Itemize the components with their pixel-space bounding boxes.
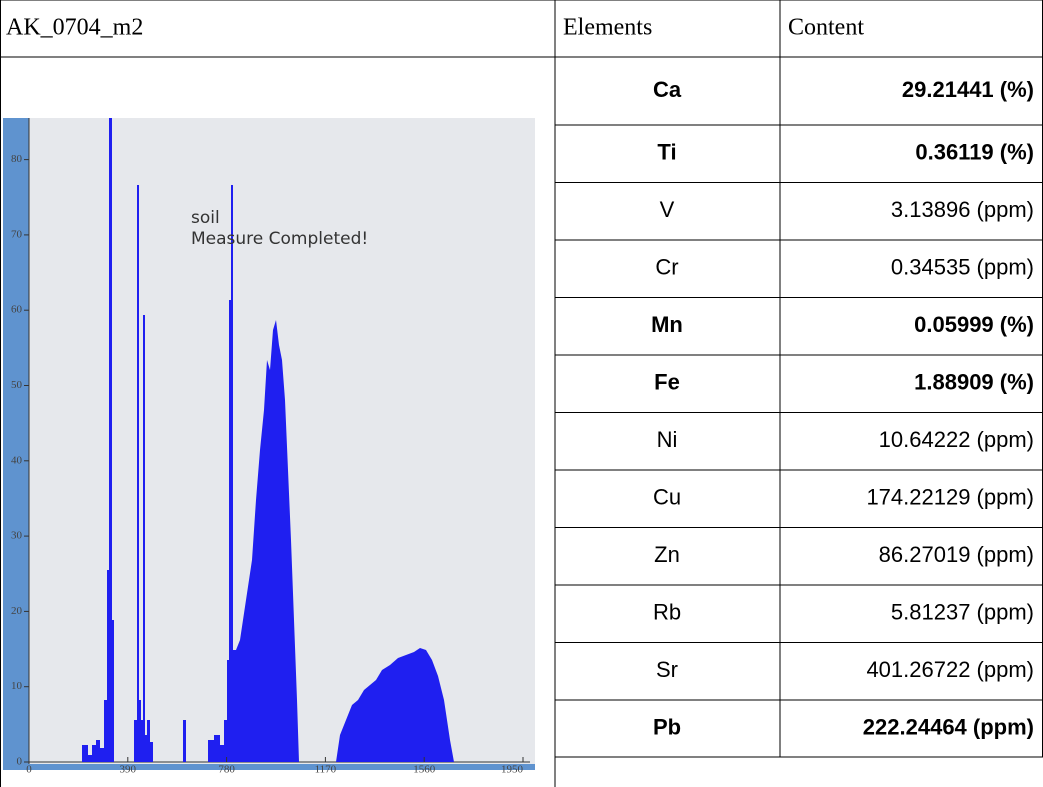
photo-y-tick-label: 60: [11, 304, 23, 316]
photo-x-tick-label: 780: [218, 764, 235, 776]
header-cell: Content: [788, 15, 864, 41]
photo-status: Measure Completed!: [191, 229, 368, 249]
photo-y-tick-label: 30: [11, 530, 23, 542]
photo-sample: soil: [191, 208, 220, 228]
element-cell: Ca: [653, 77, 682, 102]
photo-x-tick-label: 1950: [501, 764, 524, 776]
photo-frame: [3, 764, 535, 770]
photo-x-tick-label: 390: [120, 764, 137, 776]
element-cell: Mn: [651, 312, 683, 337]
content-cell: 5.81237 (ppm): [891, 600, 1034, 625]
element-cell: Zn: [654, 542, 680, 567]
photo-y-tick-label: 10: [11, 680, 23, 692]
content-cell: 0.36119 (%): [915, 140, 1034, 165]
content-cell: 86.27019 (ppm): [879, 542, 1034, 567]
document: soil Measure Completed! 0 10 20 30 40 50 60 70 8…: [0, 0, 1043, 787]
content-cell: 1.88909 (%): [914, 370, 1034, 395]
photo-y-tick-label: 70: [11, 228, 23, 240]
photo-y-tick-label: 50: [11, 379, 23, 391]
header-cell: AK_0704_m2: [6, 15, 143, 41]
element-cell: Cu: [653, 485, 681, 510]
element-cell: Ti: [657, 140, 676, 165]
photo-y-tick-label: 40: [11, 454, 23, 466]
element-cell: Sr: [656, 657, 678, 682]
element-cell: V: [660, 197, 675, 222]
content-cell: 3.13896 (ppm): [891, 197, 1034, 222]
element-cell: Cr: [655, 255, 678, 280]
content-cell: 0.34535 (ppm): [891, 255, 1034, 280]
content-cell: 10.64222 (ppm): [879, 427, 1034, 452]
content-cell: 222.24464 (ppm): [863, 715, 1034, 740]
element-cell: Fe: [654, 370, 680, 395]
photo-x-tick-label: 1170: [315, 764, 337, 776]
photo-y-tick-label: 0: [17, 756, 23, 768]
photo-frame: [3, 118, 29, 770]
element-cell: Rb: [653, 600, 681, 625]
photo-y-tick-label: 20: [11, 605, 23, 617]
photo-x-tick-label: 0: [26, 764, 32, 776]
element-cell: Ni: [657, 427, 678, 452]
photo-y-tick-label: 80: [11, 153, 23, 165]
element-cell: Pb: [653, 715, 681, 740]
content-cell: 174.22129 (ppm): [866, 485, 1034, 510]
content-cell: 0.05999 (%): [914, 312, 1034, 337]
content-cell: 401.26722 (ppm): [866, 657, 1034, 682]
header-cell: Elements: [563, 15, 652, 41]
content-cell: 29.21441 (%): [902, 77, 1034, 102]
photo-x-tick-label: 1560: [413, 764, 436, 776]
